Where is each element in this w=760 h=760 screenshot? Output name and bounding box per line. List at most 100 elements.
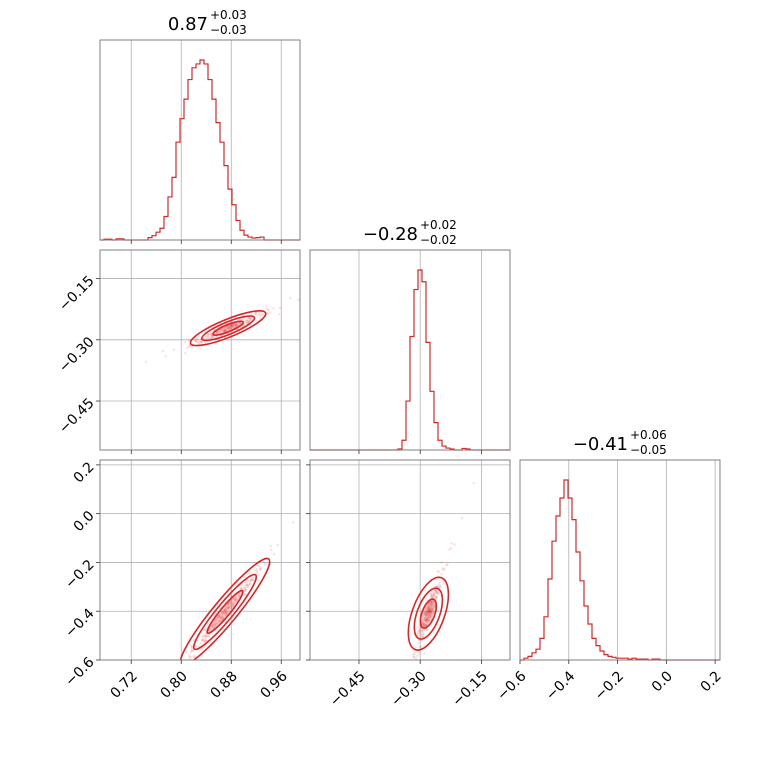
sample-point (227, 327, 230, 331)
sample-point (422, 622, 426, 625)
sample-point (208, 634, 211, 638)
sample-point (411, 666, 414, 669)
sample-point (233, 596, 237, 599)
sample-point (430, 591, 433, 594)
sample-point (437, 591, 440, 595)
sample-point (291, 520, 295, 524)
sample-point (243, 589, 247, 593)
sample-point (426, 612, 429, 616)
sample-point (416, 632, 420, 636)
sample-point (248, 318, 252, 321)
sample-point (435, 592, 439, 595)
sample-point (189, 657, 192, 660)
sample-point (216, 615, 220, 619)
sample-point (224, 608, 228, 612)
sample-point (192, 654, 196, 658)
y-tick-label: −0.30 (56, 334, 98, 376)
sample-point (423, 624, 426, 627)
x-tick-label: −0.6 (494, 668, 529, 703)
sample-point (205, 634, 209, 637)
sample-point (245, 319, 248, 322)
sample-point (226, 603, 229, 607)
sample-point (210, 625, 214, 628)
sample-point (423, 619, 427, 622)
sample-point (426, 607, 429, 611)
sample-point (206, 333, 210, 337)
sample-point (229, 606, 232, 609)
sample-point (223, 328, 227, 331)
sample-point (425, 620, 429, 624)
sample-point (224, 611, 228, 615)
sample-point (182, 664, 185, 667)
sample-point (389, 708, 392, 711)
sample-point (243, 594, 247, 598)
sample-point (438, 586, 442, 589)
sample-point (231, 324, 234, 328)
sample-point (422, 628, 425, 632)
sample-point (425, 628, 429, 632)
sample-point (438, 584, 442, 587)
sample-point (258, 313, 261, 316)
sample-point (195, 336, 199, 339)
sample-point (230, 324, 234, 328)
sample-point (430, 611, 434, 614)
sample-point (204, 634, 207, 638)
histogram-panel-2: −0.28 +0.02−0.02 (309, 218, 511, 454)
sample-point (434, 584, 438, 588)
sample-point (195, 337, 199, 341)
sample-point (429, 609, 433, 613)
x-tick-label: 0.0 (649, 668, 676, 695)
scatter-panel-2-1: −0.45 −0.30 −0.15 (56, 249, 301, 454)
sample-point (428, 610, 431, 613)
sample-point (431, 608, 435, 612)
sample-point (423, 652, 426, 655)
sample-point (218, 616, 222, 619)
sample-point (186, 346, 189, 349)
sample-point (211, 335, 214, 338)
sample-point (427, 604, 430, 608)
y-tick-label: −0.2 (62, 557, 97, 592)
axes-frame (309, 459, 511, 661)
sample-point (184, 351, 187, 355)
sample-point (249, 318, 252, 322)
sample-point (219, 617, 223, 620)
sample-point (194, 644, 198, 648)
sample-point (223, 611, 226, 614)
sample-point (245, 318, 249, 322)
sample-point (227, 325, 231, 328)
sample-point (244, 588, 247, 592)
sample-point (222, 329, 225, 332)
sample-point (242, 586, 246, 589)
sample-point (236, 323, 240, 327)
sample-point (421, 623, 425, 626)
sample-point (269, 544, 272, 548)
sample-point (425, 610, 428, 614)
sample-point (417, 630, 421, 633)
x-tick-label: 0.80 (158, 668, 191, 701)
sample-point (427, 607, 430, 610)
sample-point (243, 586, 247, 590)
sample-point (419, 631, 423, 634)
sample-point (412, 655, 416, 659)
sample-point (197, 644, 201, 648)
sample-point (427, 610, 431, 614)
sample-point (428, 609, 432, 612)
x-tick-label: −0.30 (388, 668, 430, 710)
panel-title-minus: −0.02 (420, 233, 457, 247)
sample-point (199, 641, 203, 645)
sample-point (247, 316, 250, 319)
sample-point (426, 619, 430, 623)
sample-point (197, 341, 201, 345)
histogram-panel-3: −0.6 −0.4 −0.2 0.0 0.2 −0.41 +0.06−0.05 (494, 428, 724, 704)
contour-level (192, 573, 258, 651)
sample-point (422, 624, 426, 628)
sample-point (252, 568, 256, 572)
sample-point (202, 628, 206, 632)
sample-point (223, 328, 227, 332)
sample-point (420, 639, 423, 643)
sample-point (434, 595, 437, 598)
sample-point (438, 581, 441, 585)
sample-point (428, 609, 432, 613)
sample-point (417, 631, 421, 634)
sample-point (416, 630, 420, 633)
